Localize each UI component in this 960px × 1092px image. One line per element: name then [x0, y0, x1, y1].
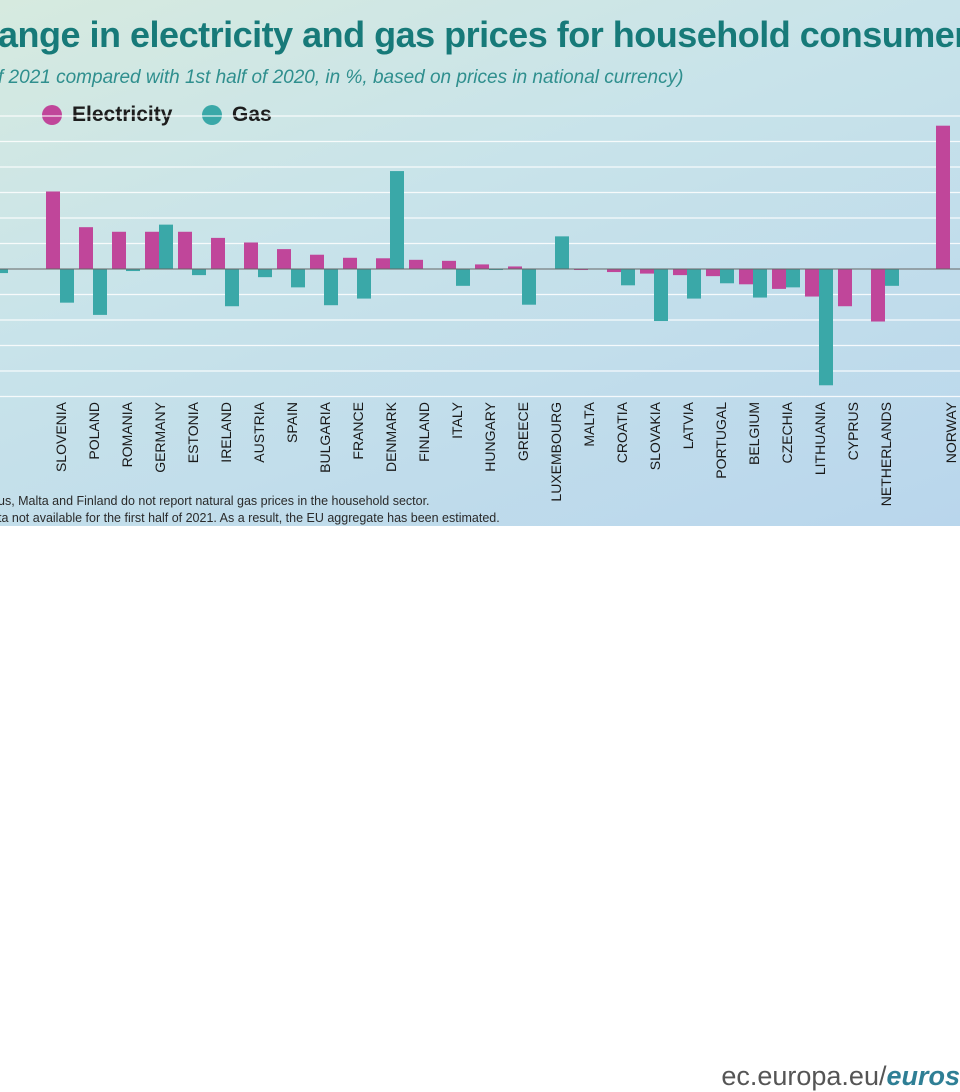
electricity-swatch [42, 105, 62, 125]
legend-electricity: Electricity [42, 103, 172, 127]
bar-electricity [46, 191, 60, 269]
bar-electricity [805, 269, 819, 297]
category-label: IRELAND [218, 402, 234, 463]
category-label: NETHERLANDS [878, 402, 894, 506]
gas-swatch [202, 105, 222, 125]
footnote-2: ta not available for the first half of 2… [0, 511, 500, 525]
bar-gas [192, 269, 206, 276]
category-label: PORTUGAL [713, 402, 729, 479]
bar-electricity [244, 242, 258, 269]
source-link[interactable]: ec.europa.eu/euros [721, 1061, 960, 1092]
bar-electricity [936, 125, 950, 269]
bar-electricity [310, 254, 324, 269]
bar-gas [258, 269, 272, 278]
category-label: BELGIUM [746, 402, 762, 465]
category-label: GERMANY [152, 401, 168, 472]
bar-electricity [343, 257, 357, 269]
bar-gas [522, 269, 536, 305]
bar-gas [225, 269, 239, 307]
category-label: SLOVENIA [53, 401, 69, 472]
bar-gas [93, 269, 107, 315]
bar-electricity [838, 269, 852, 307]
bar-gas [753, 269, 767, 298]
footnote-1: us, Malta and Finland do not report natu… [0, 494, 430, 508]
bar-electricity [673, 269, 687, 276]
category-label: FINLAND [416, 402, 432, 462]
bar-gas [885, 269, 899, 286]
bar-gas [159, 224, 173, 269]
bar-gas [0, 269, 8, 274]
chart-title: ange in electricity and gas prices for h… [0, 14, 960, 55]
bar-electricity [640, 269, 654, 274]
bar-electricity [508, 266, 522, 269]
category-label: CROATIA [614, 401, 630, 463]
category-label: POLAND [86, 402, 102, 460]
bar-gas [819, 269, 833, 386]
bar-electricity [211, 237, 225, 269]
legend-gas: Gas [202, 103, 272, 127]
category-label: CZECHIA [779, 401, 795, 463]
category-label: DENMARK [383, 401, 399, 472]
bar-electricity [607, 269, 621, 273]
bar-electricity [772, 269, 786, 289]
category-label: AUSTRIA [251, 401, 267, 462]
footer: ec.europa.eu/euros [0, 526, 960, 1091]
url-strong: euros [886, 1061, 960, 1091]
bar-electricity [574, 269, 588, 271]
bar-electricity [409, 259, 423, 269]
legend-gas-label: Gas [232, 103, 272, 126]
category-label: ROMANIA [119, 401, 135, 467]
bar-gas [60, 269, 74, 303]
category-label: HUNGARY [482, 401, 498, 471]
category-label: NORWAY [943, 401, 959, 463]
bar-gas [291, 269, 305, 288]
legend-electricity-label: Electricity [72, 103, 173, 126]
category-label: LATVIA [680, 401, 696, 449]
category-label: LITHUANIA [812, 401, 828, 475]
bar-gas [786, 269, 800, 288]
footnotes: us, Malta and Finland do not report natu… [0, 493, 500, 526]
bar-electricity [376, 258, 390, 269]
bar-gas [390, 171, 404, 269]
bar-electricity [79, 227, 93, 269]
bar-gas [687, 269, 701, 299]
bar-gas [720, 269, 734, 284]
bar-electricity [442, 260, 456, 269]
category-label: MALTA [581, 401, 597, 446]
bar-electricity [475, 264, 489, 269]
bar-electricity [112, 231, 126, 269]
category-label: ITALY [449, 401, 465, 438]
bar-gas [654, 269, 668, 322]
category-label: SPAIN [284, 402, 300, 443]
bar-electricity [706, 269, 720, 277]
bar-electricity [277, 249, 291, 269]
category-label: BULGARIA [317, 401, 333, 472]
category-label: GREECE [515, 402, 531, 461]
bar-electricity [178, 231, 192, 269]
bar-gas [126, 269, 140, 272]
bar-gas [324, 269, 338, 306]
chart-subtitle: f 2021 compared with 1st half of 2020, i… [0, 67, 684, 88]
bar-electricity [145, 231, 159, 269]
bar-gas [456, 269, 470, 286]
bar-gas [555, 236, 569, 269]
category-label: ESTONIA [185, 401, 201, 463]
url-plain: ec.europa.eu/ [721, 1061, 887, 1091]
category-label: FRANCE [350, 402, 366, 460]
category-label: LUXEMBOURG [548, 402, 564, 502]
bar-chart: SLOVENIA POLAND ROMANIA GERMANY ESTONIA IRELA… [0, 115, 960, 506]
category-label: SLOVAKIA [647, 401, 663, 470]
chart-panel: ange in electricity and gas prices for h… [0, 0, 960, 526]
bar-electricity [871, 269, 885, 322]
bar-gas [621, 269, 635, 286]
bar-gas [489, 269, 503, 271]
bar-gas [357, 269, 371, 299]
bar-electricity [739, 269, 753, 285]
category-label: CYPRUS [845, 402, 861, 460]
